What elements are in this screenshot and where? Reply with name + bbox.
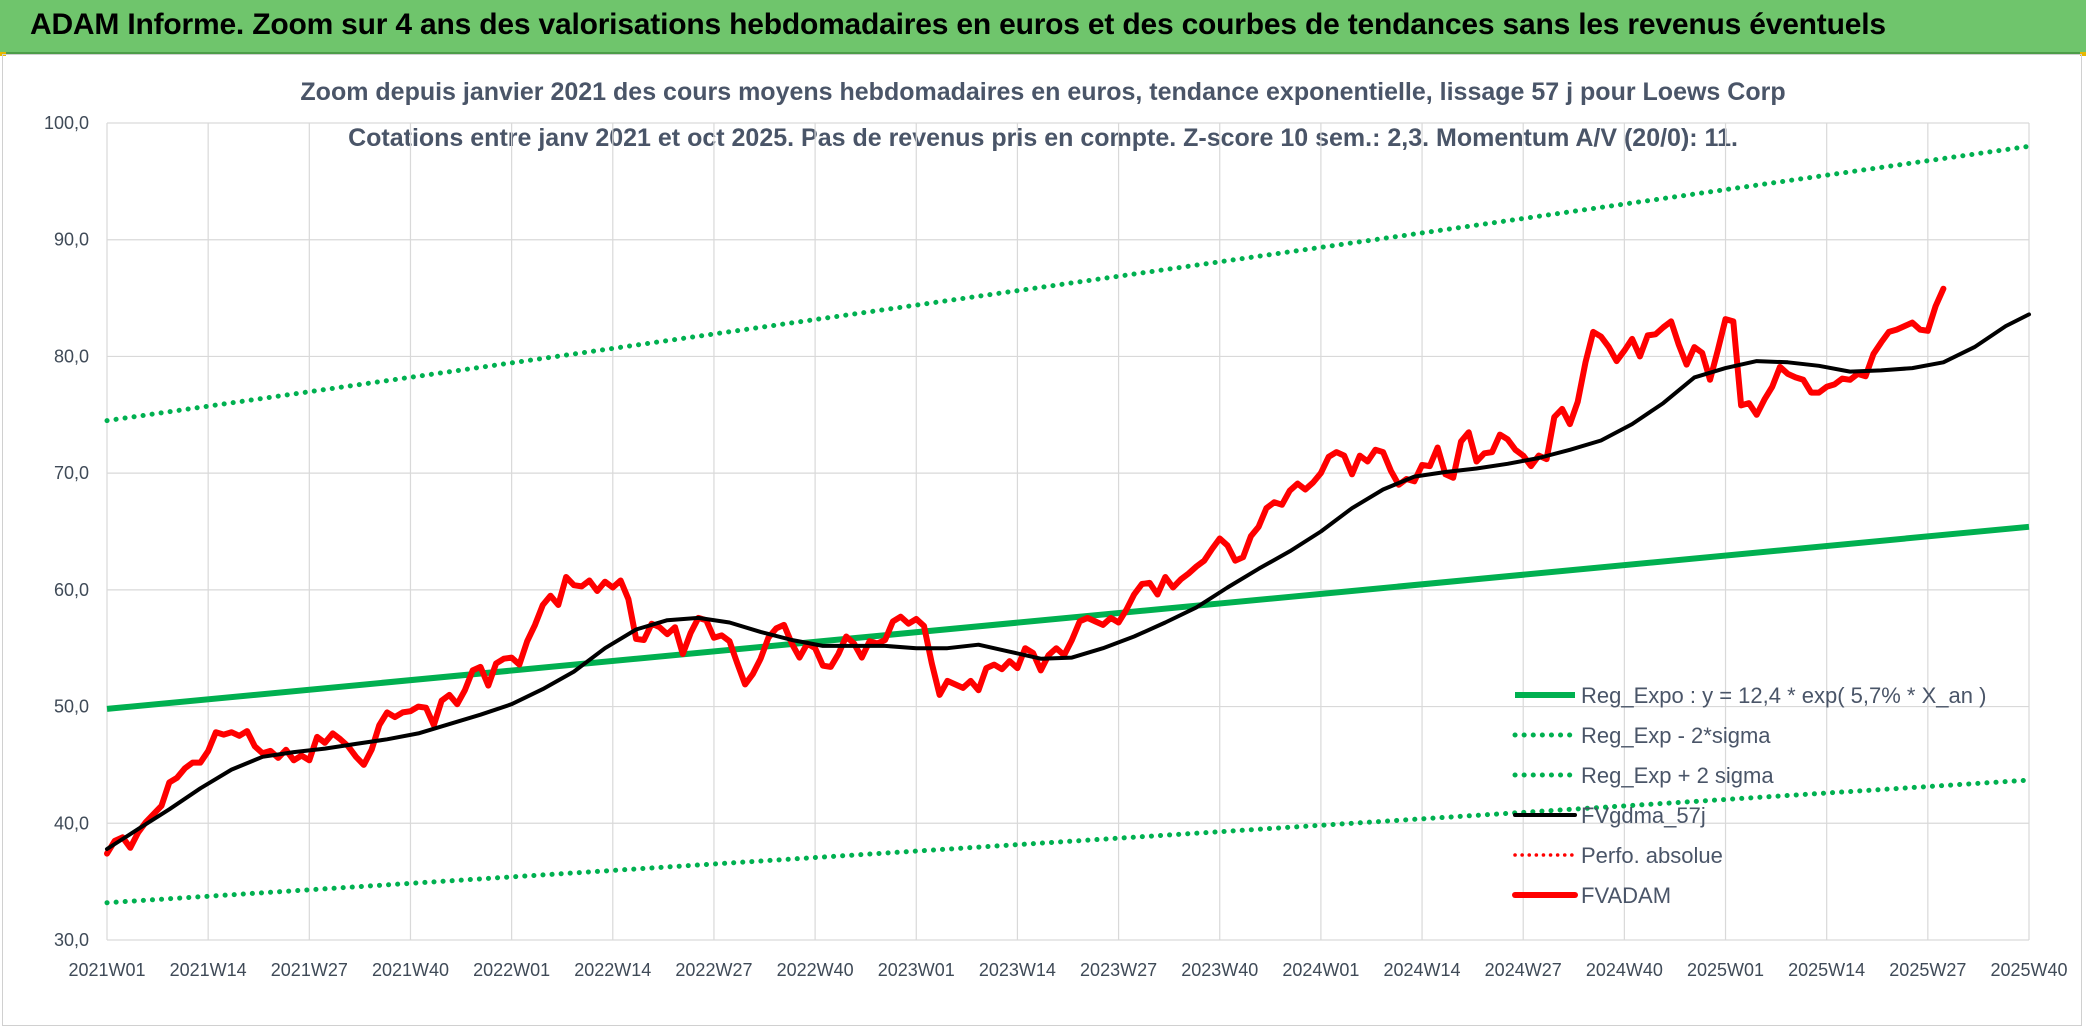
x-tick-label: 2022W01 (473, 960, 550, 980)
y-tick-label: 80,0 (54, 346, 89, 366)
reg-exp-minus-2sigma-line (104, 777, 2032, 906)
legend-label-reg-expo-line: Reg_Expo : y = 12,4 * exp( 5,7% * X_an ) (1581, 683, 1986, 708)
legend-label-perfo-absolue-line: Perfo. absolue (1581, 843, 1723, 868)
legend-label-reg-exp-minus-2sigma-line: Reg_Exp - 2*sigma (1581, 723, 1771, 748)
x-tick-label: 2025W14 (1788, 960, 1865, 980)
line-chart: Zoom depuis janvier 2021 des cours moyen… (44, 78, 2068, 980)
corner-accent-right (2080, 52, 2086, 56)
chart-frame: Zoom depuis janvier 2021 des cours moyen… (2, 54, 2082, 1026)
y-tick-label: 70,0 (54, 463, 89, 483)
legend-label-reg-exp-plus-2sigma-line: Reg_Exp + 2 sigma (1581, 763, 1774, 788)
x-tick-label: 2024W40 (1586, 960, 1663, 980)
legend-label-fvgdma-57j-line: FVgdma_57j (1581, 803, 1706, 828)
fvgdma-57j-line (105, 312, 2031, 851)
x-tick-label: 2021W27 (271, 960, 348, 980)
x-tick-label: 2022W14 (574, 960, 651, 980)
x-tick-label: 2023W14 (979, 960, 1056, 980)
chart-title: Zoom depuis janvier 2021 des cours moyen… (300, 78, 1785, 106)
x-tick-label: 2022W27 (675, 960, 752, 980)
reg-expo-line (106, 523, 2030, 712)
reg-exp-plus-2sigma-line (104, 143, 2032, 424)
y-tick-label: 60,0 (54, 580, 89, 600)
series-layer (104, 143, 2032, 906)
y-tick-label: 30,0 (54, 930, 89, 950)
y-tick-label: 100,0 (44, 113, 89, 133)
header-title: ADAM Informe. Zoom sur 4 ans des valoris… (30, 8, 1886, 41)
x-tick-label: 2023W40 (1181, 960, 1258, 980)
grid (106, 122, 2030, 941)
legend-label-fvadam-line: FVADAM (1581, 883, 1671, 908)
x-tick-label: 2023W27 (1080, 960, 1157, 980)
y-tick-label: 90,0 (54, 230, 89, 250)
x-tick-label: 2021W14 (170, 960, 247, 980)
x-tick-label: 2022W40 (777, 960, 854, 980)
chart-subtitle: Cotations entre janv 2021 et oct 2025. P… (348, 124, 1738, 152)
x-tick-label: 2025W27 (1889, 960, 1966, 980)
x-tick-label: 2023W01 (878, 960, 955, 980)
fvadam-line (104, 285, 1947, 857)
x-tick-label: 2024W01 (1282, 960, 1359, 980)
legend: Reg_Expo : y = 12,4 * exp( 5,7% * X_an )… (1512, 683, 1986, 908)
y-tick-label: 50,0 (54, 697, 89, 717)
x-tick-label: 2024W14 (1384, 960, 1461, 980)
x-tick-label: 2021W40 (372, 960, 449, 980)
x-tick-label: 2024W27 (1485, 960, 1562, 980)
header-bar: ADAM Informe. Zoom sur 4 ans des valoris… (0, 0, 2086, 54)
x-tick-label: 2025W01 (1687, 960, 1764, 980)
x-tick-label: 2025W40 (1990, 960, 2067, 980)
axis-labels: 30,0 40,0 50,0 60,0 70,0 80,0 90,0 100,0 2021W01… (44, 113, 2068, 980)
y-tick-label: 40,0 (54, 813, 89, 833)
x-tick-label: 2021W01 (68, 960, 145, 980)
